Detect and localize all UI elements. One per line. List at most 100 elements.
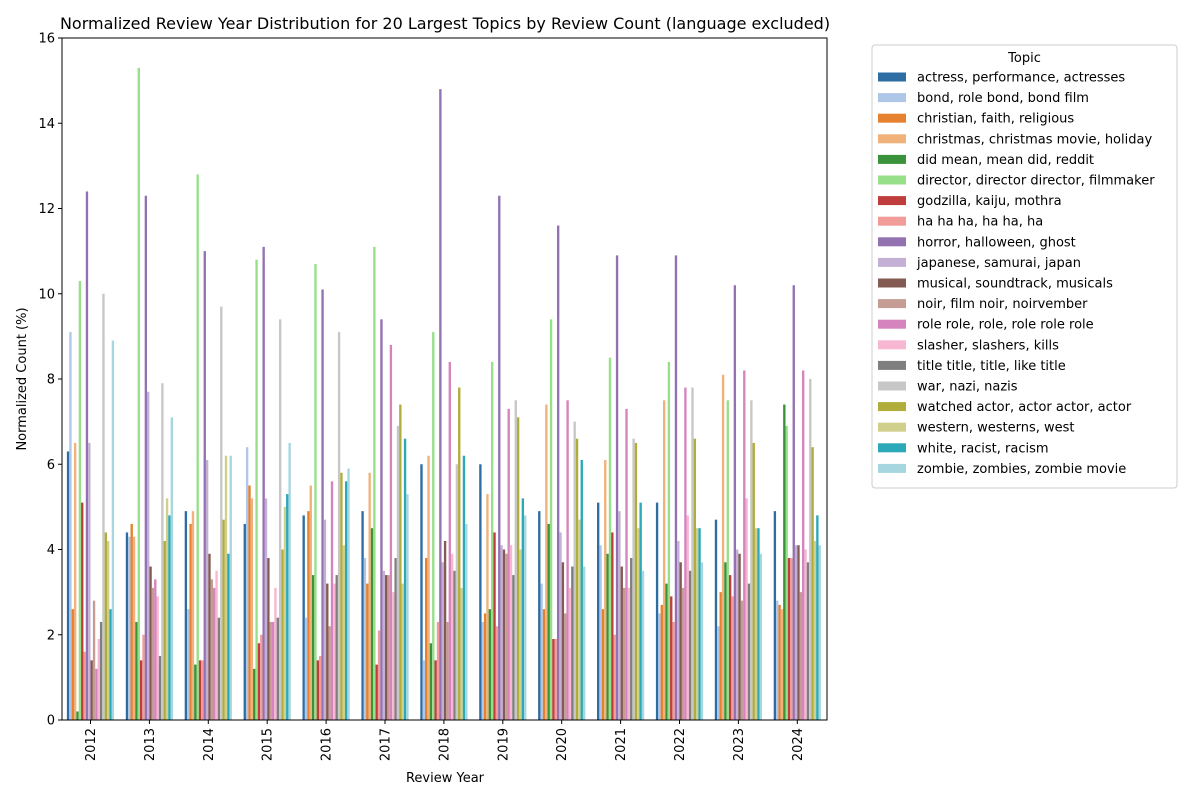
bar-2012-s19 bbox=[111, 340, 115, 720]
bar-2013-s4 bbox=[135, 621, 138, 720]
x-tick-label-2015: 2015 bbox=[261, 728, 276, 761]
y-tick-label: 4 bbox=[47, 543, 55, 558]
bar-2019-s13 bbox=[509, 545, 513, 720]
bar-2016-s9 bbox=[323, 519, 327, 720]
bar-2013-s18 bbox=[168, 515, 171, 720]
bar-2013-s8 bbox=[144, 195, 148, 720]
x-axis: 2012 2013 2014 2015 2016 2017 2018 2019 2020 2021… bbox=[84, 720, 806, 761]
bar-2021-s9 bbox=[618, 511, 621, 720]
x-tick-label-2017: 2017 bbox=[379, 728, 394, 761]
bar-2023-s8 bbox=[733, 285, 737, 720]
bar-2016-s15 bbox=[337, 332, 341, 720]
x-tick-label-2022: 2022 bbox=[673, 728, 688, 761]
y-tick-label: 2 bbox=[47, 628, 55, 643]
bar-2017-s9 bbox=[382, 570, 385, 720]
bar-2014-s1 bbox=[187, 609, 190, 720]
bar-2013-s3 bbox=[132, 536, 136, 720]
bar-2022-s7 bbox=[672, 621, 675, 720]
bar-2020-s6 bbox=[552, 639, 555, 720]
legend-frame bbox=[871, 44, 1178, 489]
legend-swatch-s13 bbox=[878, 340, 906, 350]
legend-swatch-s16 bbox=[878, 402, 906, 412]
bar-2019-s10 bbox=[502, 549, 506, 720]
bar-2013-s19 bbox=[170, 417, 173, 720]
bar-2022-s10 bbox=[679, 562, 682, 720]
bar-2020-s13 bbox=[568, 587, 572, 720]
bar-2016-s10 bbox=[326, 583, 329, 720]
bar-2020-s9 bbox=[559, 532, 562, 720]
bar-2023-s11 bbox=[740, 600, 744, 720]
y-tick-label: 16 bbox=[38, 32, 55, 47]
bar-2017-s12 bbox=[389, 344, 393, 720]
bar-2014-s7 bbox=[201, 660, 204, 720]
bar-2012-s9 bbox=[88, 442, 91, 720]
bar-2012-s4 bbox=[76, 711, 79, 720]
bar-2018-s6 bbox=[434, 660, 437, 720]
bar-2022-s14 bbox=[688, 570, 692, 720]
bar-2022-s15 bbox=[691, 387, 694, 720]
bar-2018-s5 bbox=[432, 332, 435, 720]
legend-label-s15: war, nazi, nazis bbox=[917, 380, 1018, 395]
bar-2012-s8 bbox=[85, 191, 89, 720]
bar-2017-s16 bbox=[399, 404, 402, 720]
bar-2022-s17 bbox=[696, 528, 699, 720]
legend-label-s12: role role, role, role role role bbox=[917, 318, 1094, 333]
legend-label-s18: white, racist, racism bbox=[917, 441, 1049, 456]
bar-2022-s0 bbox=[655, 502, 659, 720]
bar-2014-s12 bbox=[213, 587, 216, 720]
bar-2020-s16 bbox=[575, 438, 579, 720]
bar-2020-s0 bbox=[538, 511, 541, 720]
bar-2017-s13 bbox=[392, 592, 395, 721]
bar-2022-s19 bbox=[700, 562, 704, 720]
bar-2024-s12 bbox=[802, 370, 805, 720]
y-tick-label: 14 bbox=[38, 117, 55, 132]
legend-swatch-s8 bbox=[878, 237, 906, 247]
legend-label-s3: christmas, christmas movie, holiday bbox=[917, 132, 1152, 147]
bar-2014-s9 bbox=[205, 459, 209, 720]
bar-2023-s4 bbox=[724, 562, 727, 720]
bar-2012-s14 bbox=[99, 621, 103, 720]
x-tick-label-2013: 2013 bbox=[143, 728, 158, 761]
bar-2014-s19 bbox=[229, 455, 232, 720]
x-axis-label: Review Year bbox=[406, 771, 485, 786]
legend-label-s6: godzilla, kaiju, mothra bbox=[917, 194, 1062, 209]
bar-2016-s18 bbox=[344, 481, 348, 720]
bar-2019-s2 bbox=[483, 613, 487, 720]
bar-2021-s1 bbox=[599, 545, 602, 720]
bar-2015-s14 bbox=[276, 617, 279, 720]
bar-2024-s16 bbox=[811, 447, 814, 720]
bar-2023-s6 bbox=[728, 575, 732, 720]
y-tick-label: 8 bbox=[47, 373, 55, 388]
bar-2014-s4 bbox=[194, 664, 197, 720]
legend-swatch-s1 bbox=[878, 93, 906, 103]
bar-2022-s3 bbox=[662, 400, 666, 720]
bar-2019-s18 bbox=[521, 498, 525, 720]
bar-2017-s8 bbox=[380, 319, 383, 720]
legend-swatch-s4 bbox=[878, 154, 906, 164]
bar-2018-s8 bbox=[439, 89, 442, 720]
legend-swatch-s3 bbox=[878, 134, 906, 144]
bar-2020-s3 bbox=[545, 404, 548, 720]
bar-2017-s14 bbox=[394, 558, 397, 720]
bar-2023-s5 bbox=[726, 400, 729, 720]
bar-2015-s15 bbox=[279, 319, 282, 720]
x-tick-label-2012: 2012 bbox=[84, 728, 99, 761]
bar-2020-s15 bbox=[573, 421, 576, 721]
bar-2023-s12 bbox=[743, 370, 746, 720]
legend-swatch-s10 bbox=[878, 278, 906, 288]
bar-2022-s18 bbox=[698, 528, 701, 720]
bar-2013-s11 bbox=[151, 587, 155, 720]
bar-2018-s19 bbox=[465, 523, 468, 720]
bar-2016-s3 bbox=[309, 485, 312, 720]
bar-2021-s19 bbox=[641, 570, 645, 720]
bar-2024-s9 bbox=[794, 545, 798, 720]
bar-2016-s7 bbox=[319, 656, 322, 720]
bar-2017-s10 bbox=[385, 575, 388, 720]
bar-2023-s9 bbox=[736, 549, 739, 720]
bar-2013-s12 bbox=[154, 579, 157, 720]
x-tick-label-2016: 2016 bbox=[320, 728, 335, 761]
bar-2019-s12 bbox=[507, 408, 510, 720]
bar-2017-s2 bbox=[366, 583, 369, 720]
bar-2019-s7 bbox=[495, 626, 499, 720]
